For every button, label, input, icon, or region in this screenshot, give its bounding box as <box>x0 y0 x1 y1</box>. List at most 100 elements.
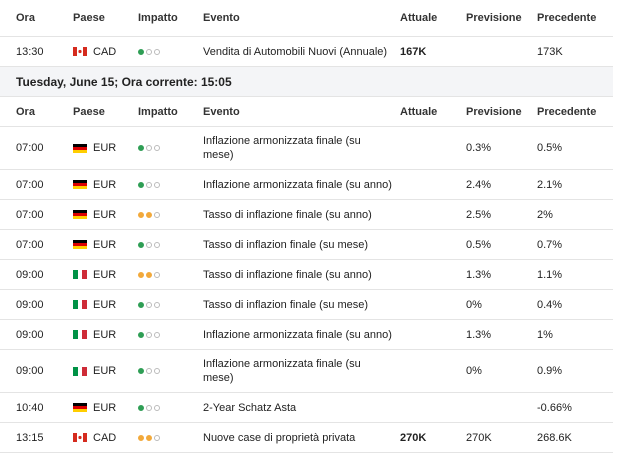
column-label: Ora <box>16 105 35 118</box>
currency: CAD <box>93 45 117 58</box>
impact-dot <box>138 271 144 278</box>
impact-dot <box>138 181 144 188</box>
forecast-cell: 2.5% <box>466 208 491 222</box>
event-cell: Tasso di inflazion finale (su mese) <box>203 238 368 252</box>
time: 07:00 <box>16 208 44 221</box>
event-name: Tasso di inflazion finale (su mese) <box>203 298 369 311</box>
impact-cell <box>138 178 162 192</box>
event-row: 07:00 EUR Tasso di inflazion finale (su me… <box>0 230 613 260</box>
impact-dot <box>138 301 144 308</box>
event-row: 07:00 EUR Inflazione armonizzata finale (s… <box>0 127 613 170</box>
forecast: 2.4% <box>466 178 492 191</box>
event-row: 07:00 EUR Inflazione armonizzata finale (s… <box>0 170 613 200</box>
flag <box>73 270 87 280</box>
forecast: 0.3% <box>466 142 492 154</box>
column-header: Evento <box>203 11 240 25</box>
event-cell: Inflazione armonizzata finale (su mese) <box>203 134 363 162</box>
impact-dot <box>154 331 160 338</box>
impact-dot <box>138 368 144 375</box>
impact-dot <box>146 241 152 248</box>
impact-dot <box>154 145 160 152</box>
impact-dot <box>146 301 152 308</box>
country-cell: CAD <box>73 45 116 59</box>
time: 07:00 <box>16 178 44 191</box>
forecast: 0% <box>466 298 482 311</box>
column-label: Impatto <box>138 12 178 24</box>
flag <box>73 300 87 310</box>
time: 09:00 <box>16 365 44 377</box>
country-cell: EUR <box>73 178 116 192</box>
previous: 0.9% <box>537 365 563 377</box>
previous-cell: 173K <box>537 45 563 59</box>
impact-dot <box>146 145 152 152</box>
event-name: Nuove case di proprietà privata <box>203 431 356 444</box>
event-row: 10:40 EUR 2-Year Schatz Asta -0.66% <box>0 393 613 423</box>
time: 07:00 <box>16 238 44 251</box>
country-cell: EUR <box>73 328 116 342</box>
section-heading: Tuesday, June 15; Ora corrente: 15:05 <box>0 67 613 97</box>
column-header: Paese <box>73 105 105 119</box>
currency: EUR <box>93 178 117 191</box>
column-header: Impatto <box>138 11 178 25</box>
time-cell: 07:00 <box>16 178 44 192</box>
column-label: Previsione <box>466 12 522 24</box>
currency: EUR <box>93 238 117 251</box>
previous: 0.7% <box>537 238 563 251</box>
previous: 173K <box>537 45 563 58</box>
flag <box>73 433 87 443</box>
impact-dot <box>146 181 152 188</box>
forecast-cell: 2.4% <box>466 178 491 192</box>
previous: 0.5% <box>537 142 563 154</box>
impact-dot <box>138 48 144 55</box>
impact-dot <box>138 331 144 338</box>
impact-dot <box>154 48 160 55</box>
time: 09:00 <box>16 268 44 281</box>
previous: 1% <box>537 328 553 341</box>
impact-dot <box>138 211 144 218</box>
time-cell: 09:00 <box>16 268 44 282</box>
header-row: Ora Paese Impatto Evento Attuale Previsione Pr… <box>0 97 613 127</box>
forecast-cell: 0.3% <box>466 141 491 155</box>
time: 09:00 <box>16 298 44 311</box>
actual-cell: 270K <box>400 431 426 445</box>
previous: 2.1% <box>537 178 563 191</box>
event-cell: 2-Year Schatz Asta <box>203 401 296 415</box>
column-label: Evento <box>203 105 240 118</box>
flag <box>73 210 87 220</box>
column-header: Previsione <box>466 11 522 25</box>
event-cell: Tasso di inflazione finale (su anno) <box>203 208 372 222</box>
impact-dot <box>146 48 152 55</box>
impact-dot <box>154 181 160 188</box>
event-row: 09:00 EUR Tasso di inflazion finale (su me… <box>0 290 613 320</box>
forecast-cell: 0% <box>466 364 482 378</box>
event-cell: Inflazione armonizzata finale (su mese) <box>203 357 363 385</box>
previous-cell: 1.1% <box>537 268 562 282</box>
heading-text: Tuesday, June 15; Ora corrente: 15:05 <box>16 74 232 89</box>
previous-cell: -0.66% <box>537 401 572 415</box>
column-header: Ora <box>16 105 35 119</box>
time: 07:00 <box>16 142 44 154</box>
column-label: Paese <box>73 12 105 24</box>
event-name: Tasso di inflazione finale (su anno) <box>203 268 372 281</box>
country-cell: CAD <box>73 431 116 445</box>
event-cell: Tasso di inflazion finale (su mese) <box>203 298 368 312</box>
impact-dot <box>138 434 144 441</box>
column-label: Evento <box>203 12 240 24</box>
currency: EUR <box>93 142 117 154</box>
event-name: Tasso di inflazione finale (su anno) <box>203 208 372 221</box>
previous: 2% <box>537 208 553 221</box>
event-row: 09:00 EUR Inflazione armonizzata finale (s… <box>0 320 613 350</box>
forecast-cell: 1.3% <box>466 268 491 282</box>
impact-dot <box>154 434 160 441</box>
time-cell: 09:00 <box>16 364 44 378</box>
previous-cell: 0.9% <box>537 364 562 378</box>
previous-cell: 0.5% <box>537 141 562 155</box>
time-cell: 07:00 <box>16 141 44 155</box>
forecast-cell: 0% <box>466 298 482 312</box>
column-header: Impatto <box>138 105 178 119</box>
currency: EUR <box>93 328 117 341</box>
forecast-cell: 1.3% <box>466 328 491 342</box>
flag <box>73 240 87 250</box>
column-header: Precedente <box>537 11 596 25</box>
